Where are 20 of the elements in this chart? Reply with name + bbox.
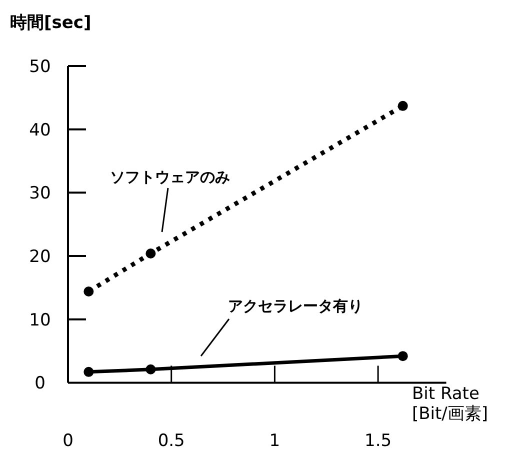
point — [84, 286, 94, 296]
y-tick-label: 10 — [29, 310, 51, 330]
x-tick-label: 1 — [269, 431, 280, 451]
y-tick-label: 0 — [34, 374, 46, 394]
x-tick-label: 0 — [62, 431, 74, 451]
x-tick-label: 0.5 — [158, 431, 185, 451]
point — [146, 364, 156, 374]
y-tick-label: 30 — [29, 184, 51, 204]
point — [398, 351, 408, 362]
series-label: ソフトウェアのみ — [110, 168, 230, 186]
point — [84, 366, 94, 377]
x-tick-label: 1.5 — [364, 431, 392, 451]
point — [146, 248, 156, 258]
y-tick-label: 40 — [29, 120, 51, 140]
y-axis-title: 時間[sec] — [10, 13, 92, 33]
y-tick-label: 20 — [29, 247, 51, 268]
x-axis-title: Bit Rate [Bit/画素] — [412, 384, 490, 424]
y-tick-label: 50 — [29, 57, 51, 77]
text: アクセラレータ有り — [228, 297, 363, 315]
point — [398, 100, 408, 111]
